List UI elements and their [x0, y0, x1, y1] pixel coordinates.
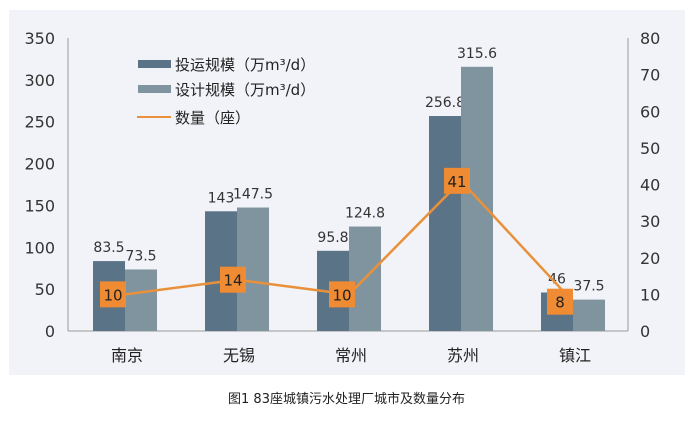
- y2-tick-label: 70: [640, 66, 660, 85]
- y2-tick-label: 0: [640, 322, 650, 341]
- bar-design: [573, 299, 605, 331]
- bar-data-label: 256.8: [425, 95, 465, 111]
- line-marker: [547, 288, 573, 315]
- y-tick-label: 150: [24, 196, 55, 215]
- line-data-label: 8: [555, 294, 565, 312]
- line-data-label: 10: [332, 286, 351, 304]
- line-marker: [329, 281, 355, 308]
- legend-label: 投运规模（万m³/d）: [175, 56, 315, 74]
- bar-data-label: 143: [208, 190, 235, 206]
- bar-operating: [429, 116, 461, 331]
- bar-data-label: 147.5: [233, 187, 273, 203]
- y2-tick-label: 60: [640, 102, 660, 121]
- line-marker: [444, 167, 470, 194]
- legend-label: 设计规模（万m³/d）: [175, 81, 315, 99]
- bar-data-label: 124.8: [345, 206, 385, 222]
- bar-data-label: 315.6: [457, 46, 497, 62]
- line-data-label: 14: [223, 272, 242, 290]
- legend-label: 数量（座）: [175, 109, 250, 127]
- legend-swatch: [138, 85, 171, 93]
- bar-data-label: 46: [548, 271, 566, 287]
- x-tick-label: 镇江: [559, 346, 591, 365]
- bar-data-label: 37.5: [573, 279, 604, 295]
- bar-design: [125, 269, 157, 331]
- x-tick-label: 常州: [335, 346, 367, 365]
- y-tick-label: 50: [35, 280, 55, 299]
- y-tick-label: 200: [24, 155, 55, 174]
- legend-swatch: [138, 60, 171, 68]
- bar-data-label: 73.5: [125, 248, 156, 264]
- x-tick-label: 南京: [111, 346, 143, 365]
- line-marker: [100, 281, 126, 308]
- y2-tick-label: 50: [640, 139, 660, 158]
- x-tick-label: 无锡: [223, 346, 255, 365]
- y2-tick-label: 80: [640, 29, 660, 48]
- y-tick-label: 100: [24, 238, 55, 257]
- y2-tick-label: 40: [640, 176, 660, 195]
- y2-tick-label: 10: [640, 285, 660, 304]
- y-tick-label: 350: [24, 29, 55, 48]
- y-tick-label: 0: [45, 322, 55, 341]
- y-tick-label: 300: [24, 71, 55, 90]
- x-tick-label: 苏州: [447, 346, 479, 365]
- bar-data-label: 83.5: [93, 240, 124, 256]
- line-data-label: 41: [447, 173, 466, 191]
- line-data-label: 10: [103, 286, 122, 304]
- line-marker: [220, 266, 246, 293]
- y2-tick-label: 20: [640, 249, 660, 268]
- bar-data-label: 95.8: [317, 230, 348, 246]
- y2-tick-label: 30: [640, 212, 660, 231]
- figure-caption: 图1 83座城镇污水处理厂城市及数量分布: [228, 392, 465, 407]
- y-tick-label: 250: [24, 113, 55, 132]
